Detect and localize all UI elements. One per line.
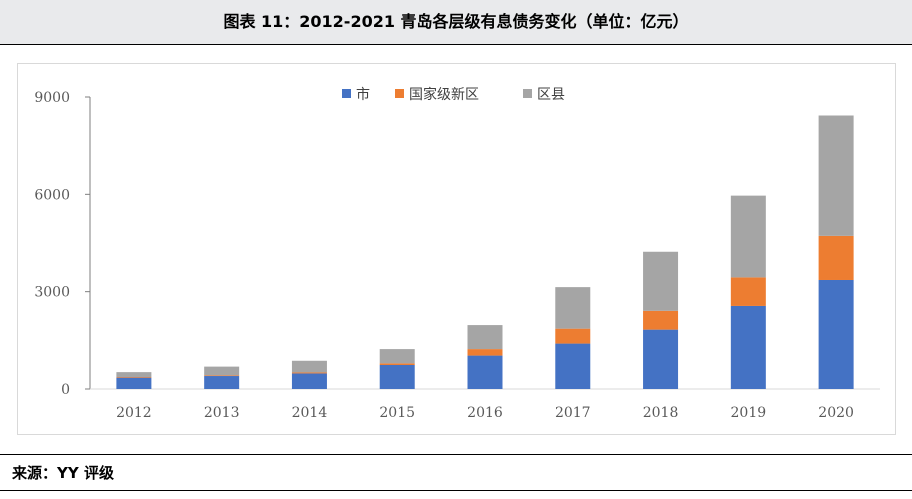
x-tick-label: 2020 xyxy=(818,405,854,421)
source-divider-top xyxy=(0,454,912,455)
bar-district-county xyxy=(204,366,240,376)
bar-national-new-area xyxy=(555,328,591,344)
bar-national-new-area xyxy=(379,363,415,365)
x-tick-label: 2013 xyxy=(204,405,240,421)
bar-national-new-area xyxy=(643,310,679,330)
bar-city xyxy=(818,279,854,389)
x-tick-label: 2015 xyxy=(379,405,415,421)
bar-national-new-area xyxy=(204,375,240,377)
legend-district-county-label: 区县 xyxy=(537,87,565,103)
bar-city xyxy=(555,343,591,389)
bar-district-county xyxy=(643,251,679,311)
legend-district-county-swatch xyxy=(523,89,532,98)
bar-national-new-area xyxy=(291,372,327,374)
bar-district-county xyxy=(555,287,591,329)
bar-city xyxy=(204,376,240,389)
x-tick-label: 2019 xyxy=(731,405,767,421)
y-tick-label: 9000 xyxy=(34,90,70,106)
bar-city xyxy=(643,329,679,389)
bar-national-new-area xyxy=(818,235,854,280)
bar-district-county xyxy=(730,195,766,278)
chart-title: 图表 11：2012-2021 青岛各层级有息债务变化（单位：亿元） xyxy=(223,12,689,31)
bar-national-new-area xyxy=(467,349,503,356)
bar-city xyxy=(379,364,415,389)
bar-city xyxy=(291,373,327,389)
title-bar: 图表 11：2012-2021 青岛各层级有息债务变化（单位：亿元） xyxy=(0,0,912,45)
bar-city xyxy=(730,305,766,389)
bar-city xyxy=(116,377,152,389)
bar-district-county xyxy=(291,360,327,373)
x-tick-label: 2014 xyxy=(292,405,328,421)
bar-national-new-area xyxy=(116,376,152,378)
y-tick-label: 0 xyxy=(61,382,70,398)
legend-national-new-area-swatch xyxy=(395,89,404,98)
bar-district-county xyxy=(818,115,854,236)
x-tick-label: 2016 xyxy=(467,405,503,421)
source-note: 来源：YY 评级 xyxy=(12,464,114,482)
x-tick-label: 2017 xyxy=(555,405,591,421)
legend-city-label: 市 xyxy=(356,86,370,103)
x-tick-label: 2012 xyxy=(116,405,152,421)
bar-district-county xyxy=(116,372,152,377)
y-tick-label: 6000 xyxy=(34,187,70,203)
y-tick-label: 3000 xyxy=(34,285,70,301)
bar-city xyxy=(467,355,503,389)
bar-district-county xyxy=(379,349,415,364)
x-tick-label: 2018 xyxy=(643,405,679,421)
bar-national-new-area xyxy=(730,277,766,306)
legend-national-new-area-label: 国家级新区 xyxy=(409,86,479,103)
legend-city-swatch xyxy=(342,89,351,98)
source-divider-bottom xyxy=(0,490,912,491)
bar-district-county xyxy=(467,325,503,350)
